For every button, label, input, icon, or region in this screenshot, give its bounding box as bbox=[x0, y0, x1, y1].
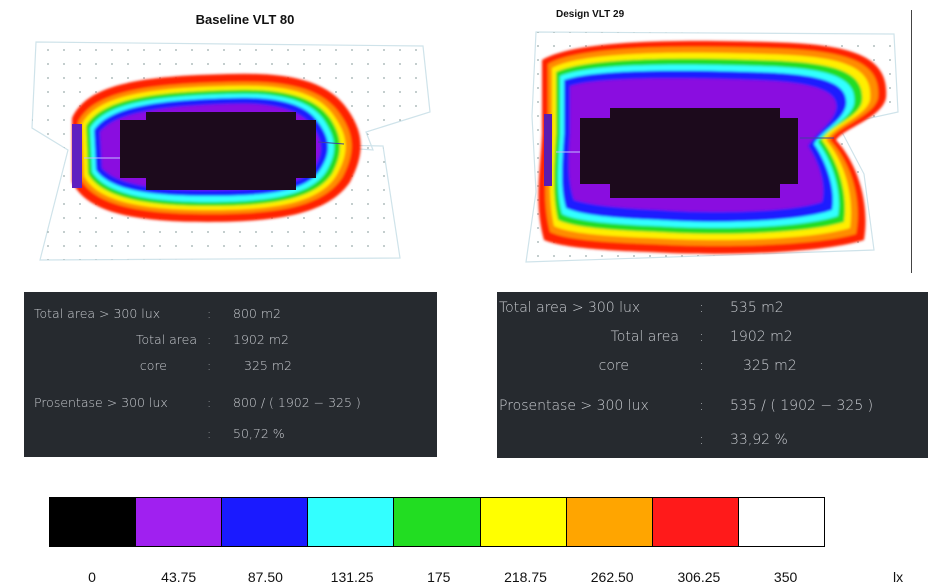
calc-sep: : bbox=[699, 358, 704, 374]
window-edge-left bbox=[544, 114, 552, 186]
calc-sep: : bbox=[207, 332, 212, 347]
calc-sep: : bbox=[699, 432, 704, 448]
calc-label: Total area > 300 lux bbox=[499, 300, 641, 316]
legend-swatch bbox=[652, 498, 739, 546]
baseline-illuminance-plan bbox=[31, 41, 431, 261]
legend-swatch bbox=[308, 498, 395, 546]
calc-row: Total area > 300 lux bbox=[34, 306, 160, 321]
calc-sep: : bbox=[207, 395, 212, 410]
calc-sep: : bbox=[699, 398, 704, 414]
calc-result: 50,72 % bbox=[233, 426, 285, 441]
divider-line bbox=[911, 10, 912, 273]
core-block bbox=[580, 108, 798, 198]
design-illuminance-plan bbox=[525, 31, 899, 263]
legend-swatch bbox=[480, 498, 567, 546]
legend-swatch bbox=[50, 498, 137, 546]
calc-sep: : bbox=[699, 300, 704, 316]
calc-sep: : bbox=[207, 306, 212, 321]
calc-label: Total area bbox=[610, 329, 679, 345]
baseline-title: Baseline VLT 80 bbox=[195, 12, 295, 27]
calc-sep: : bbox=[207, 358, 212, 373]
legend-tick-label: 43.75 bbox=[161, 569, 197, 585]
calc-label: core bbox=[139, 358, 167, 373]
calc-value: 325 m2 bbox=[743, 358, 797, 374]
calc-label: Total area > 300 lux bbox=[34, 306, 161, 321]
legend-swatch bbox=[394, 498, 481, 546]
legend-tick-label: 0 bbox=[88, 569, 96, 585]
calc-value: 1902 m2 bbox=[233, 332, 289, 347]
calc-value: 1902 m2 bbox=[730, 329, 793, 345]
design-calculation-panel: Total area > 300 lux : 535 m2 Total area… bbox=[497, 292, 928, 458]
illuminance-legend-bar bbox=[49, 497, 825, 547]
calc-value: 800 m2 bbox=[233, 306, 281, 321]
calc-label: Prosentase > 300 lux bbox=[499, 398, 649, 414]
calc-value: 800 / ( 1902 − 325 ) bbox=[233, 395, 361, 410]
calc-label: Total area bbox=[135, 332, 197, 347]
baseline-calculation-panel: Total area > 300 lux : 800 m2 Total area… bbox=[24, 292, 437, 457]
calc-sep: : bbox=[699, 329, 704, 345]
core-block bbox=[120, 112, 316, 190]
legend-tick-label: 175 bbox=[427, 569, 451, 585]
legend-swatch bbox=[566, 498, 653, 546]
calc-value: 535 m2 bbox=[730, 300, 784, 316]
legend-tick-label: 218.75 bbox=[504, 569, 547, 585]
calc-value: 325 m2 bbox=[244, 358, 292, 373]
legend-swatch bbox=[136, 498, 223, 546]
legend-tick-label: 131.25 bbox=[330, 569, 374, 585]
calc-value: 535 / ( 1902 − 325 ) bbox=[730, 398, 874, 414]
legend-swatch bbox=[222, 498, 309, 546]
legend-tick-label: 87.50 bbox=[247, 569, 283, 585]
legend-tick-label: 350 bbox=[773, 569, 798, 585]
calc-label: core bbox=[598, 358, 629, 374]
calc-sep: : bbox=[207, 426, 212, 441]
legend-tick-label: 262.50 bbox=[590, 569, 634, 585]
legend-unit: lx bbox=[893, 569, 904, 585]
calc-label: Prosentase > 300 lux bbox=[34, 395, 168, 410]
legend-tick-label: 306.25 bbox=[677, 569, 721, 585]
design-title: Design VLT 29 bbox=[556, 9, 625, 20]
window-edge-left bbox=[72, 124, 82, 188]
calc-result: 33,92 % bbox=[730, 432, 788, 448]
legend-swatch bbox=[738, 498, 824, 546]
